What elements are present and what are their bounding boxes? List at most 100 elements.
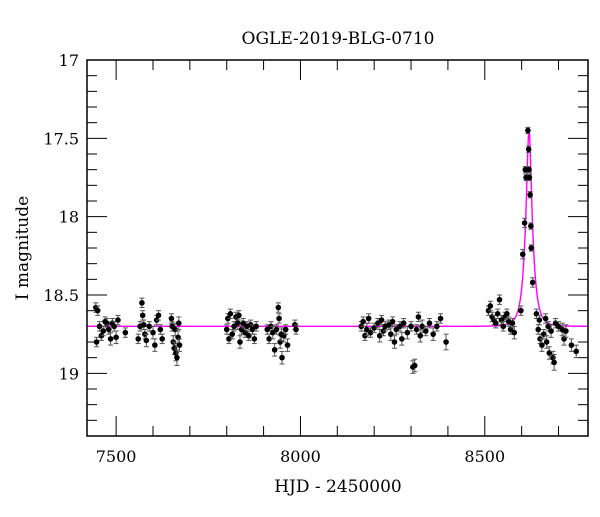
data-point xyxy=(411,358,418,373)
point-marker xyxy=(226,336,232,342)
point-marker xyxy=(146,323,153,330)
point-marker xyxy=(543,339,550,345)
point-marker xyxy=(225,315,231,322)
data-point xyxy=(519,249,526,260)
x-tick-label: 7500 xyxy=(96,447,137,466)
point-marker xyxy=(273,326,280,333)
data-point xyxy=(494,308,501,319)
data-point xyxy=(284,338,291,352)
point-marker xyxy=(415,314,422,320)
point-marker xyxy=(253,323,260,330)
point-marker xyxy=(113,334,119,341)
y-tick-label: 19 xyxy=(59,364,79,383)
model-curve-group xyxy=(87,128,588,328)
point-marker xyxy=(389,318,396,325)
point-marker xyxy=(542,315,549,322)
point-marker xyxy=(152,342,158,348)
point-marker xyxy=(525,146,532,153)
point-marker xyxy=(526,166,532,173)
data-point xyxy=(277,335,283,349)
data-points xyxy=(93,126,580,374)
point-marker xyxy=(276,315,282,322)
data-point xyxy=(413,324,420,335)
point-marker xyxy=(528,223,534,229)
data-point xyxy=(175,316,182,330)
point-marker xyxy=(550,354,556,361)
data-point xyxy=(143,333,150,348)
point-marker xyxy=(504,311,510,317)
data-point xyxy=(430,327,436,341)
point-marker xyxy=(563,328,569,334)
data-point xyxy=(533,308,540,319)
point-marker xyxy=(426,320,433,327)
data-point xyxy=(139,297,145,309)
point-marker xyxy=(526,174,533,181)
data-point xyxy=(399,332,405,346)
data-point xyxy=(271,343,278,357)
data-point xyxy=(542,313,549,324)
data-point xyxy=(525,126,531,135)
data-point xyxy=(527,191,533,199)
point-marker xyxy=(568,342,575,348)
data-point xyxy=(415,311,422,323)
point-marker xyxy=(367,329,374,336)
point-marker xyxy=(535,326,542,333)
point-marker xyxy=(417,332,424,339)
data-point xyxy=(437,313,444,324)
point-marker xyxy=(400,320,407,327)
data-point xyxy=(511,325,518,340)
point-marker xyxy=(525,127,531,134)
data-point xyxy=(276,313,282,324)
data-point xyxy=(525,145,532,153)
point-marker xyxy=(527,191,533,198)
data-point xyxy=(237,335,243,349)
data-point xyxy=(526,173,533,182)
data-point xyxy=(135,333,142,345)
point-marker xyxy=(536,317,543,323)
data-point xyxy=(93,336,100,348)
data-point xyxy=(107,332,114,346)
point-marker xyxy=(573,348,580,355)
data-point xyxy=(279,350,285,365)
point-marker xyxy=(509,320,516,327)
point-marker xyxy=(391,339,398,345)
data-point xyxy=(568,338,575,352)
data-point xyxy=(521,217,528,229)
model-curve xyxy=(87,128,588,328)
point-marker xyxy=(122,329,129,336)
point-marker xyxy=(487,303,494,309)
point-marker xyxy=(518,307,524,314)
point-marker xyxy=(96,323,103,330)
y-tick-label: 18.5 xyxy=(43,286,79,305)
data-point xyxy=(365,313,372,324)
point-marker xyxy=(430,331,436,337)
point-marker xyxy=(139,312,146,319)
data-point xyxy=(275,302,282,313)
point-marker xyxy=(408,323,414,330)
point-marker xyxy=(231,323,237,330)
data-point xyxy=(176,338,183,352)
data-point xyxy=(155,310,162,321)
point-marker xyxy=(493,320,499,327)
data-point xyxy=(535,324,542,335)
data-point xyxy=(526,166,532,174)
data-point xyxy=(528,222,534,230)
data-point xyxy=(408,321,414,332)
data-point xyxy=(139,310,146,321)
y-axis-label: I magnitude xyxy=(13,196,33,300)
point-marker xyxy=(157,326,164,333)
x-axis-label: HJD - 2450000 xyxy=(274,477,402,497)
data-point xyxy=(563,324,569,338)
point-marker xyxy=(422,328,429,334)
point-marker xyxy=(143,337,150,344)
point-marker xyxy=(223,326,230,333)
point-marker xyxy=(399,336,405,342)
point-marker xyxy=(500,323,507,330)
point-marker xyxy=(528,245,535,251)
data-point xyxy=(174,349,180,366)
point-marker xyxy=(275,304,282,311)
point-marker xyxy=(443,339,449,345)
data-point xyxy=(115,314,121,326)
data-point xyxy=(282,324,289,335)
data-point xyxy=(443,333,449,351)
